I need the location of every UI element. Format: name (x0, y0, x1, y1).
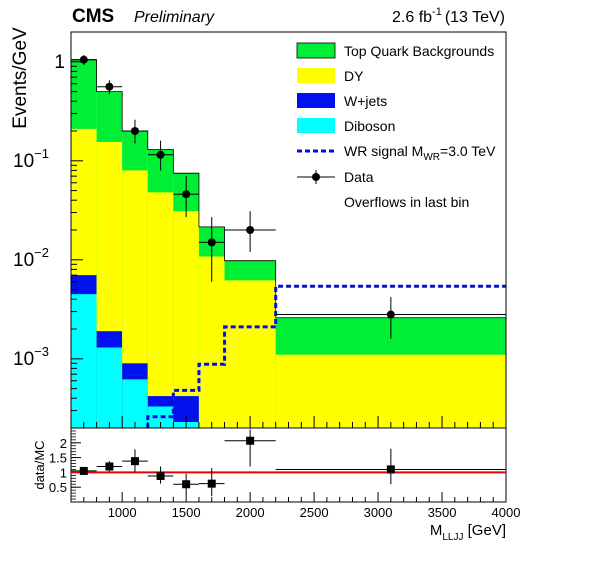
ratio-y-tick-label-2: 1.5 (49, 451, 67, 466)
stack-dy-bar-5 (198, 256, 225, 428)
experiment-label: CMS (72, 6, 114, 27)
data-point-1 (105, 82, 114, 91)
ratio-y-tick-label-3: 2 (60, 436, 67, 451)
legend-label-top: Top Quark Backgrounds (344, 43, 494, 59)
ratio-x-tick-label-2: 2000 (236, 505, 265, 520)
main-y-tick-label-0: 1 (54, 52, 65, 73)
lumi-energy: (13 TeV) (445, 9, 505, 26)
main-y-tick-exp: −2 (34, 245, 49, 260)
signal-line (146, 284, 506, 428)
legend-note: Overflows in last bin (344, 194, 469, 210)
status-label: Preliminary (134, 9, 215, 26)
main-y-tick-base: 10 (13, 151, 34, 172)
main-y-tick-exp: −3 (34, 344, 49, 359)
stack-diboson-bar-0 (71, 294, 97, 428)
ratio-x-tick-label-5: 3500 (428, 505, 457, 520)
data-point-2 (130, 127, 139, 135)
stack-dy-bar-6 (224, 280, 276, 428)
ratio-x-tick-label-1: 1500 (172, 505, 201, 520)
data-point-5 (207, 238, 216, 247)
main-y-tick-label-2: 10−2 (13, 245, 49, 271)
ratio-y-tick-label-1: 1 (60, 465, 67, 480)
ratio-axis: 0.511.52 1000 1500 2000 2500 3000 3500 4000 (49, 430, 521, 520)
data-point-7 (386, 310, 395, 319)
legend-signal-sub: WR (423, 152, 440, 163)
stack-diboson-bar-1 (96, 347, 123, 428)
legend-swatch-diboson (297, 118, 335, 133)
data-point-6 (246, 226, 255, 234)
data-point-4 (182, 190, 191, 199)
legend-swatch-dy (297, 68, 335, 83)
ratio-points (71, 429, 506, 497)
data-layer (71, 55, 506, 339)
ratio-panel: 0.511.52 1000 1500 2000 2500 3000 3500 4000 (49, 427, 521, 520)
legend-label-dy: DY (344, 68, 364, 84)
lumi-exponent: -1 (432, 6, 442, 18)
lumi-label: 2.6 fb-1 (13 TeV) (392, 6, 505, 26)
stack-dy-bar-3 (147, 192, 174, 428)
ratio-point-3 (156, 471, 165, 480)
legend: Top Quark Backgrounds DY W+jets Diboson … (296, 42, 496, 210)
data-point-3 (156, 150, 165, 159)
ratio-point-6 (246, 436, 255, 445)
ratio-point-0 (79, 466, 88, 475)
legend-label-wjets: W+jets (344, 93, 387, 109)
stack-layer (70, 59, 507, 429)
main-y-axis-label: Events/GeV (10, 27, 31, 129)
x-axis-label-main: M (430, 522, 443, 539)
signal-layer (146, 284, 506, 428)
stack-dy-bar-4 (173, 211, 199, 428)
stack-dy-bar-7 (275, 354, 506, 428)
stack-outline (70, 59, 507, 428)
legend-signal-val: =3.0 TeV (440, 143, 496, 159)
ratio-x-tick-label-4: 3000 (364, 505, 393, 520)
ratio-x-tick-label-0: 1000 (108, 505, 137, 520)
legend-signal-main: WR signal M (344, 143, 423, 159)
main-y-tick-base: 1 (54, 52, 65, 73)
data-point-0 (79, 55, 88, 64)
main-y-tick-label-1: 10−1 (13, 146, 49, 172)
legend-label-data: Data (344, 169, 374, 185)
lumi-value: 2.6 fb (392, 9, 432, 26)
ratio-point-2 (130, 457, 139, 466)
ratio-y-tick-label-0: 0.5 (49, 480, 67, 495)
stack-diboson-bar-2 (122, 379, 148, 428)
ratio-point-5 (207, 479, 216, 488)
ratio-x-tick-label-3: 2500 (300, 505, 329, 520)
main-y-tick-label-3: 10−3 (13, 344, 49, 370)
ratio-point-1 (105, 462, 114, 471)
x-axis-label-unit: [GeV] (463, 522, 506, 539)
ratio-point-7 (386, 465, 395, 474)
main-axis: 110−110−210−3 (13, 31, 507, 429)
x-axis-label: MLLJJ [GeV] (430, 522, 506, 543)
main-y-tick-base: 10 (13, 250, 34, 271)
legend-label-signal: WR signal MWR=3.0 TeV (344, 143, 496, 163)
ratio-y-axis-label: data/MC (32, 440, 47, 489)
x-axis-label-sub: LLJJ (442, 532, 463, 543)
ratio-point-4 (182, 480, 191, 489)
main-panel: 110−110−210−3 (13, 31, 507, 429)
main-y-tick-base: 10 (13, 349, 34, 370)
main-y-tick-exp: −1 (34, 146, 49, 161)
legend-swatch-wjets (297, 93, 335, 108)
legend-label-diboson: Diboson (344, 118, 395, 134)
ratio-x-tick-label-6: 4000 (492, 505, 521, 520)
legend-swatch-top (296, 42, 336, 59)
legend-data-marker (312, 173, 320, 181)
